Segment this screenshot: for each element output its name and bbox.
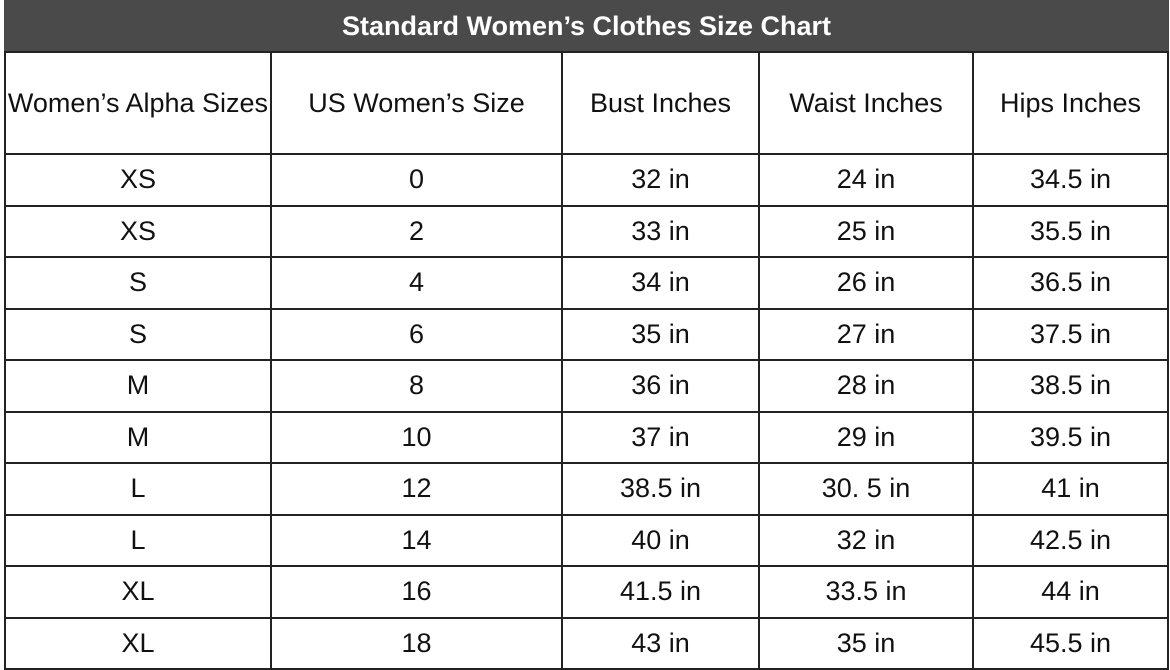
table-row: M 10 37 in 29 in 39.5 in: [4, 410, 1169, 464]
table-cell: 14: [270, 513, 563, 567]
table-cell: M: [4, 410, 272, 464]
table-cell: 33 in: [561, 204, 760, 258]
table-cell: 37.5 in: [972, 307, 1169, 361]
table-cell: 2: [270, 204, 563, 258]
table-cell: 24 in: [758, 153, 974, 207]
column-header: Waist Inches: [758, 51, 974, 155]
table-cell: 0: [270, 153, 563, 207]
table-cell: 32 in: [758, 513, 974, 567]
table-row: M 8 36 in 28 in 38.5 in: [4, 359, 1169, 413]
table-cell: 26 in: [758, 256, 974, 310]
column-header: Hips Inches: [972, 51, 1169, 155]
table-cell: 27 in: [758, 307, 974, 361]
column-header: Women’s Alpha Sizes: [4, 51, 272, 155]
chart-title: Standard Women’s Clothes Size Chart: [4, 0, 1169, 53]
table-row: XS 0 32 in 24 in 34.5 in: [4, 153, 1169, 207]
table-cell: 32 in: [561, 153, 760, 207]
table-cell: 40 in: [561, 513, 760, 567]
table-cell: 44 in: [972, 565, 1169, 619]
table-cell: 30. 5 in: [758, 462, 974, 516]
table-cell: 34.5 in: [972, 153, 1169, 207]
table-cell: S: [4, 307, 272, 361]
table-cell: 18: [270, 616, 563, 670]
table-cell: 36.5 in: [972, 256, 1169, 310]
table-cell: 10: [270, 410, 563, 464]
table-cell: 12: [270, 462, 563, 516]
table-cell: 45.5 in: [972, 616, 1169, 670]
table-cell: 42.5 in: [972, 513, 1169, 567]
table-cell: 25 in: [758, 204, 974, 258]
table-cell: 41 in: [972, 462, 1169, 516]
table-cell: 38.5 in: [972, 359, 1169, 413]
table-cell: 6: [270, 307, 563, 361]
table-cell: XS: [4, 153, 272, 207]
table-cell: 36 in: [561, 359, 760, 413]
table-cell: L: [4, 513, 272, 567]
table-row: XL 16 41.5 in 33.5 in 44 in: [4, 565, 1169, 619]
table-cell: 35.5 in: [972, 204, 1169, 258]
table-cell: 37 in: [561, 410, 760, 464]
table-row: S 6 35 in 27 in 37.5 in: [4, 307, 1169, 361]
table-cell: 33.5 in: [758, 565, 974, 619]
table-cell: XS: [4, 204, 272, 258]
table-cell: XL: [4, 616, 272, 670]
table-cell: 16: [270, 565, 563, 619]
table-row: L 12 38.5 in 30. 5 in 41 in: [4, 462, 1169, 516]
table-cell: M: [4, 359, 272, 413]
table-cell: 38.5 in: [561, 462, 760, 516]
table-cell: 39.5 in: [972, 410, 1169, 464]
table-cell: 8: [270, 359, 563, 413]
column-header: US Women’s Size: [270, 51, 563, 155]
table-row: XS 2 33 in 25 in 35.5 in: [4, 204, 1169, 258]
column-header: Bust Inches: [561, 51, 760, 155]
table-cell: 34 in: [561, 256, 760, 310]
table-row: L 14 40 in 32 in 42.5 in: [4, 513, 1169, 567]
table-row: XL 18 43 in 35 in 45.5 in: [4, 616, 1169, 670]
table-cell: XL: [4, 565, 272, 619]
size-chart-table: Standard Women’s Clothes Size Chart Wome…: [4, 0, 1169, 670]
table-cell: L: [4, 462, 272, 516]
table-cell: S: [4, 256, 272, 310]
header-row: Women’s Alpha Sizes US Women’s Size Bust I…: [4, 51, 1169, 155]
table-cell: 4: [270, 256, 563, 310]
table-cell: 35 in: [561, 307, 760, 361]
table-cell: 28 in: [758, 359, 974, 413]
table-cell: 29 in: [758, 410, 974, 464]
table-row: S 4 34 in 26 in 36.5 in: [4, 256, 1169, 310]
table-cell: 41.5 in: [561, 565, 760, 619]
table-cell: 43 in: [561, 616, 760, 670]
table-body: XS 0 32 in 24 in 34.5 in XS 2 33 in 25 in 35.5 in…: [4, 153, 1169, 670]
table-cell: 35 in: [758, 616, 974, 670]
